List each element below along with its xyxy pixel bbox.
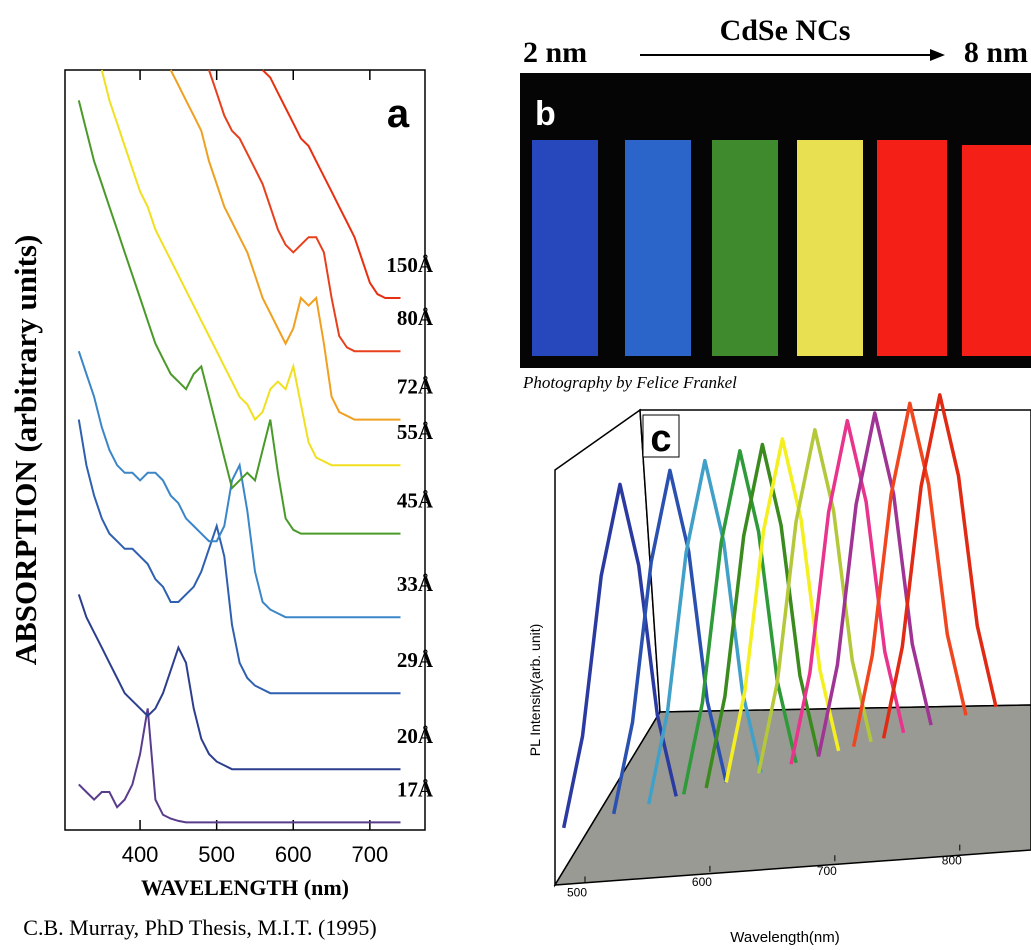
pl-curve [851, 401, 968, 748]
spectrum [77, 350, 401, 619]
panel-label: c [650, 418, 671, 460]
panel-label: a [387, 92, 410, 136]
citation: C.B. Murray, PhD Thesis, M.I.T. (1995) [23, 915, 376, 940]
y-axis-label: ABSORPTION (arbitrary units) [8, 235, 43, 666]
panel-label: b [535, 95, 556, 133]
vial [712, 140, 778, 356]
series-label: 45Å [397, 489, 434, 513]
plot-frame [64, 69, 426, 831]
photo-title: CdSe NCs [720, 14, 851, 47]
floor [553, 704, 1031, 886]
y-axis-label: PL Intensity(arb. unit) [527, 624, 543, 757]
series-label: 29Å [397, 648, 434, 672]
vial [625, 140, 691, 356]
x-tick-label: 700 [351, 842, 388, 867]
photo-credit: Photography by Felice Frankel [522, 373, 737, 392]
spectrum [261, 69, 401, 299]
x-tick-label: 700 [817, 864, 837, 878]
pl-curve [756, 428, 873, 774]
spectrum [100, 69, 401, 467]
vial [797, 140, 863, 356]
pl-curve [724, 437, 841, 783]
spectrum [77, 419, 401, 695]
x-tick-label: 800 [942, 854, 962, 868]
size-left: 2 nm [523, 36, 587, 69]
spectrum [78, 708, 401, 824]
arrow-head [930, 49, 945, 61]
series-label: 150Å [386, 253, 434, 277]
x-tick-label: 500 [198, 842, 235, 867]
spectrum [77, 594, 401, 771]
pl-curve [646, 458, 763, 805]
x-tick-label: 500 [567, 885, 587, 899]
pl-curve [816, 411, 933, 757]
back-wall [639, 409, 1031, 713]
vial [877, 140, 947, 356]
pl-curve [561, 482, 678, 829]
series-label: 80Å [397, 306, 434, 330]
label-box [642, 414, 680, 458]
x-tick-label: 400 [122, 842, 159, 867]
spectrum [208, 69, 401, 353]
vial [532, 140, 598, 356]
x-axis-label: WAVELENGTH (nm) [141, 875, 349, 900]
x-axis-label: Wavelength(nm) [730, 929, 839, 946]
series-label: 72Å [397, 375, 434, 399]
vial [962, 145, 1031, 356]
series-label: 20Å [397, 724, 434, 748]
series-label: 17Å [397, 777, 434, 801]
series-label: 55Å [397, 420, 434, 444]
x-tick-label: 600 [275, 842, 312, 867]
spectrum [77, 100, 401, 535]
spectrum [169, 69, 401, 421]
pl-curve [881, 393, 998, 739]
pl-curve [704, 442, 821, 789]
x-tick-label: 600 [692, 875, 712, 889]
pl-curve [789, 418, 906, 765]
size-right: 8 nm [964, 36, 1028, 69]
series-label: 33Å [397, 572, 434, 596]
pl-curve [611, 468, 728, 815]
